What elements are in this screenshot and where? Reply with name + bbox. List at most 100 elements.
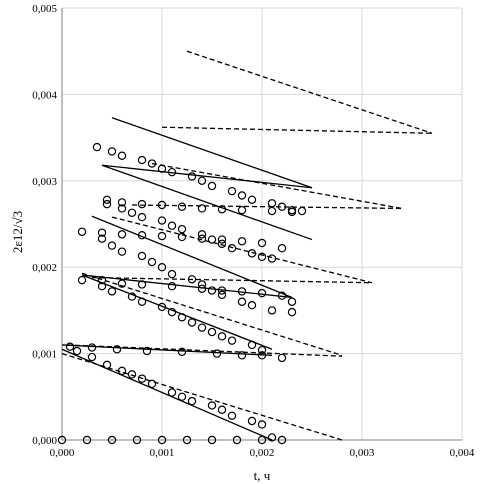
data-point	[132, 435, 142, 445]
data-point	[117, 230, 127, 239]
data-point	[167, 282, 177, 291]
data-point	[232, 435, 242, 445]
data-point	[82, 435, 92, 445]
x-axis-label: t, ч	[254, 468, 271, 483]
data-point	[257, 238, 267, 248]
data-point	[197, 280, 207, 289]
data-point	[257, 351, 267, 360]
y-tick-label: 0,000	[32, 435, 57, 447]
data-point	[137, 280, 147, 289]
data-point	[157, 231, 167, 241]
data-point	[217, 239, 227, 249]
data-point	[237, 297, 247, 306]
data-point	[97, 228, 107, 237]
data-point	[97, 234, 107, 243]
data-point	[177, 224, 187, 234]
data-point	[217, 286, 227, 295]
data-point	[127, 370, 137, 379]
data-point	[72, 346, 82, 356]
data-point	[137, 231, 147, 240]
data-point	[107, 241, 117, 250]
data-point	[117, 366, 127, 376]
data-point	[227, 186, 237, 196]
data-point	[92, 142, 102, 152]
x-tick-label: 0,001	[150, 447, 175, 459]
data-point	[212, 349, 222, 358]
solid-line-segment	[81, 274, 293, 299]
y-tick-label: 0,005	[32, 3, 57, 15]
data-point	[277, 353, 287, 363]
y-tick-label: 0,004	[32, 89, 57, 101]
y-tick-label: 0,003	[32, 176, 57, 188]
data-point	[197, 230, 207, 239]
data-point	[227, 411, 237, 421]
y-tick-label: 0,002	[32, 262, 57, 274]
solid-line-segment	[101, 164, 313, 189]
data-point	[117, 247, 127, 256]
data-point	[167, 167, 177, 177]
data-point	[187, 396, 197, 406]
data-point	[167, 269, 177, 279]
data-point	[97, 275, 107, 285]
data-point	[257, 435, 267, 445]
data-point	[157, 302, 167, 312]
data-point	[287, 205, 297, 215]
solid-line-segment	[91, 215, 293, 299]
y-axis-label-text: 2ε12/√3	[10, 211, 25, 253]
data-point	[267, 254, 277, 263]
data-point	[207, 181, 217, 191]
data-point	[197, 234, 207, 243]
data-point	[127, 208, 137, 217]
data-point	[117, 204, 127, 213]
data-point	[137, 212, 147, 222]
data-point	[197, 176, 207, 185]
data-point	[217, 332, 227, 341]
dashed-line-segment	[151, 162, 403, 210]
data-point	[207, 327, 217, 337]
data-point	[157, 263, 167, 272]
data-point	[277, 435, 287, 445]
data-point	[167, 307, 177, 317]
series-lines	[61, 50, 433, 441]
data-point	[207, 435, 217, 445]
dashed-line-segment	[186, 50, 433, 134]
data-point	[187, 172, 197, 181]
data-point	[57, 435, 67, 445]
data-point	[247, 416, 257, 426]
data-point	[267, 199, 277, 208]
y-tick-label: 0,001	[32, 349, 57, 361]
data-point	[257, 420, 267, 429]
solid-line-segment	[81, 274, 273, 350]
data-point	[297, 206, 307, 216]
solid-line-segment	[61, 344, 273, 356]
data-point	[112, 345, 122, 354]
data-point	[177, 392, 187, 401]
data-point	[187, 318, 197, 327]
dashed-line-segment	[91, 276, 373, 284]
data-point	[147, 379, 157, 389]
data-point	[117, 279, 127, 288]
data-point	[237, 191, 247, 200]
data-point	[247, 249, 257, 258]
data-point	[177, 347, 187, 357]
tick-labels: 0,000 0,001 0,002 0,003 0,004 0,000 0,001 0,002…	[32, 3, 475, 459]
data-point	[182, 435, 192, 445]
dashed-line-segment	[111, 216, 373, 284]
data-point	[227, 243, 237, 253]
data-point	[142, 346, 152, 356]
data-point	[267, 306, 277, 315]
data-point	[147, 257, 157, 267]
data-point	[287, 307, 297, 317]
data-point	[107, 147, 117, 156]
data-point	[217, 205, 227, 214]
data-point	[177, 202, 187, 211]
axes	[61, 8, 462, 441]
data-point	[197, 204, 207, 213]
x-tick-label: 0,000	[50, 447, 75, 459]
data-point	[97, 282, 107, 291]
x-tick-label: 0,003	[350, 447, 375, 459]
data-point	[207, 286, 217, 295]
data-point	[177, 313, 187, 322]
data-point	[102, 195, 112, 205]
data-point	[167, 388, 177, 397]
